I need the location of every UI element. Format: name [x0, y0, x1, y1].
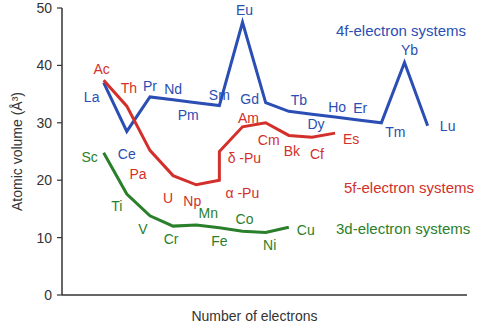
point-label: Eu [236, 2, 253, 18]
point-label: α -Pu [225, 185, 259, 201]
point-label: Ni [263, 237, 276, 253]
point-label: Bk [284, 143, 301, 159]
y-tick-label: 50 [36, 0, 52, 16]
point-label: Cf [310, 146, 324, 162]
point-label: Sm [209, 87, 230, 103]
series-name: 3d-electron systems [336, 220, 470, 237]
series-name: 5f-electron systems [344, 179, 474, 196]
x-axis [62, 294, 467, 296]
chart: 0 10 20 30 40 50 Number of electrons Atomic vol… [0, 0, 480, 326]
y-tick-label: 30 [36, 115, 52, 131]
point-label: Cu [297, 222, 315, 238]
y-tick-label: 0 [44, 287, 52, 303]
point-label: Cr [164, 231, 179, 247]
point-label: Co [236, 211, 254, 227]
point-label: Cm [258, 132, 280, 148]
y-tick-label: 20 [36, 172, 52, 188]
point-label: Tm [385, 124, 405, 140]
point-label: Nd [164, 81, 182, 97]
y-tick-label: 40 [36, 57, 52, 73]
point-label: δ -Pu [228, 150, 261, 166]
y-axis-label: Atomic volume (Å³) [9, 92, 25, 211]
series-line [104, 80, 335, 184]
point-label: Fe [211, 233, 228, 249]
y-axis [61, 8, 63, 295]
y-tick-label: 10 [36, 230, 52, 246]
point-label: Ho [328, 99, 346, 115]
point-label: La [84, 89, 100, 105]
y-tick [57, 7, 62, 8]
point-label: Mn [199, 205, 218, 221]
point-label: Th [121, 80, 137, 96]
point-label: Tb [291, 92, 308, 108]
y-tick [57, 237, 62, 238]
x-axis-label: Number of electrons [191, 308, 317, 324]
point-label: Ti [111, 198, 122, 214]
point-label: Es [343, 131, 359, 147]
series-name: 4f-electron systems [336, 22, 466, 39]
labels: La Ce Pr Nd Pm Sm Eu Gd Tb DyHo Er Tm Yb Lu 4f-electro… [81, 2, 474, 253]
point-label: Pa [129, 166, 146, 182]
point-label: Am [238, 110, 259, 126]
point-label: Er [353, 100, 367, 116]
point-label: V [138, 221, 148, 237]
y-tick [57, 65, 62, 66]
y-tick [57, 122, 62, 123]
point-label: Yb [401, 42, 418, 58]
point-label: Pr [143, 78, 157, 94]
point-label: Lu [440, 118, 456, 134]
point-label: Sc [81, 149, 97, 165]
point-label: Ce [118, 146, 136, 162]
point-label: Gd [240, 91, 259, 107]
plot-area [104, 22, 428, 232]
y-tick [57, 294, 62, 295]
point-label: Pm [178, 107, 199, 123]
point-label: Ac [93, 61, 109, 77]
point-label: U [163, 190, 173, 206]
y-tick [57, 180, 62, 181]
series-line [104, 22, 428, 131]
point-label: Dy [307, 116, 324, 132]
